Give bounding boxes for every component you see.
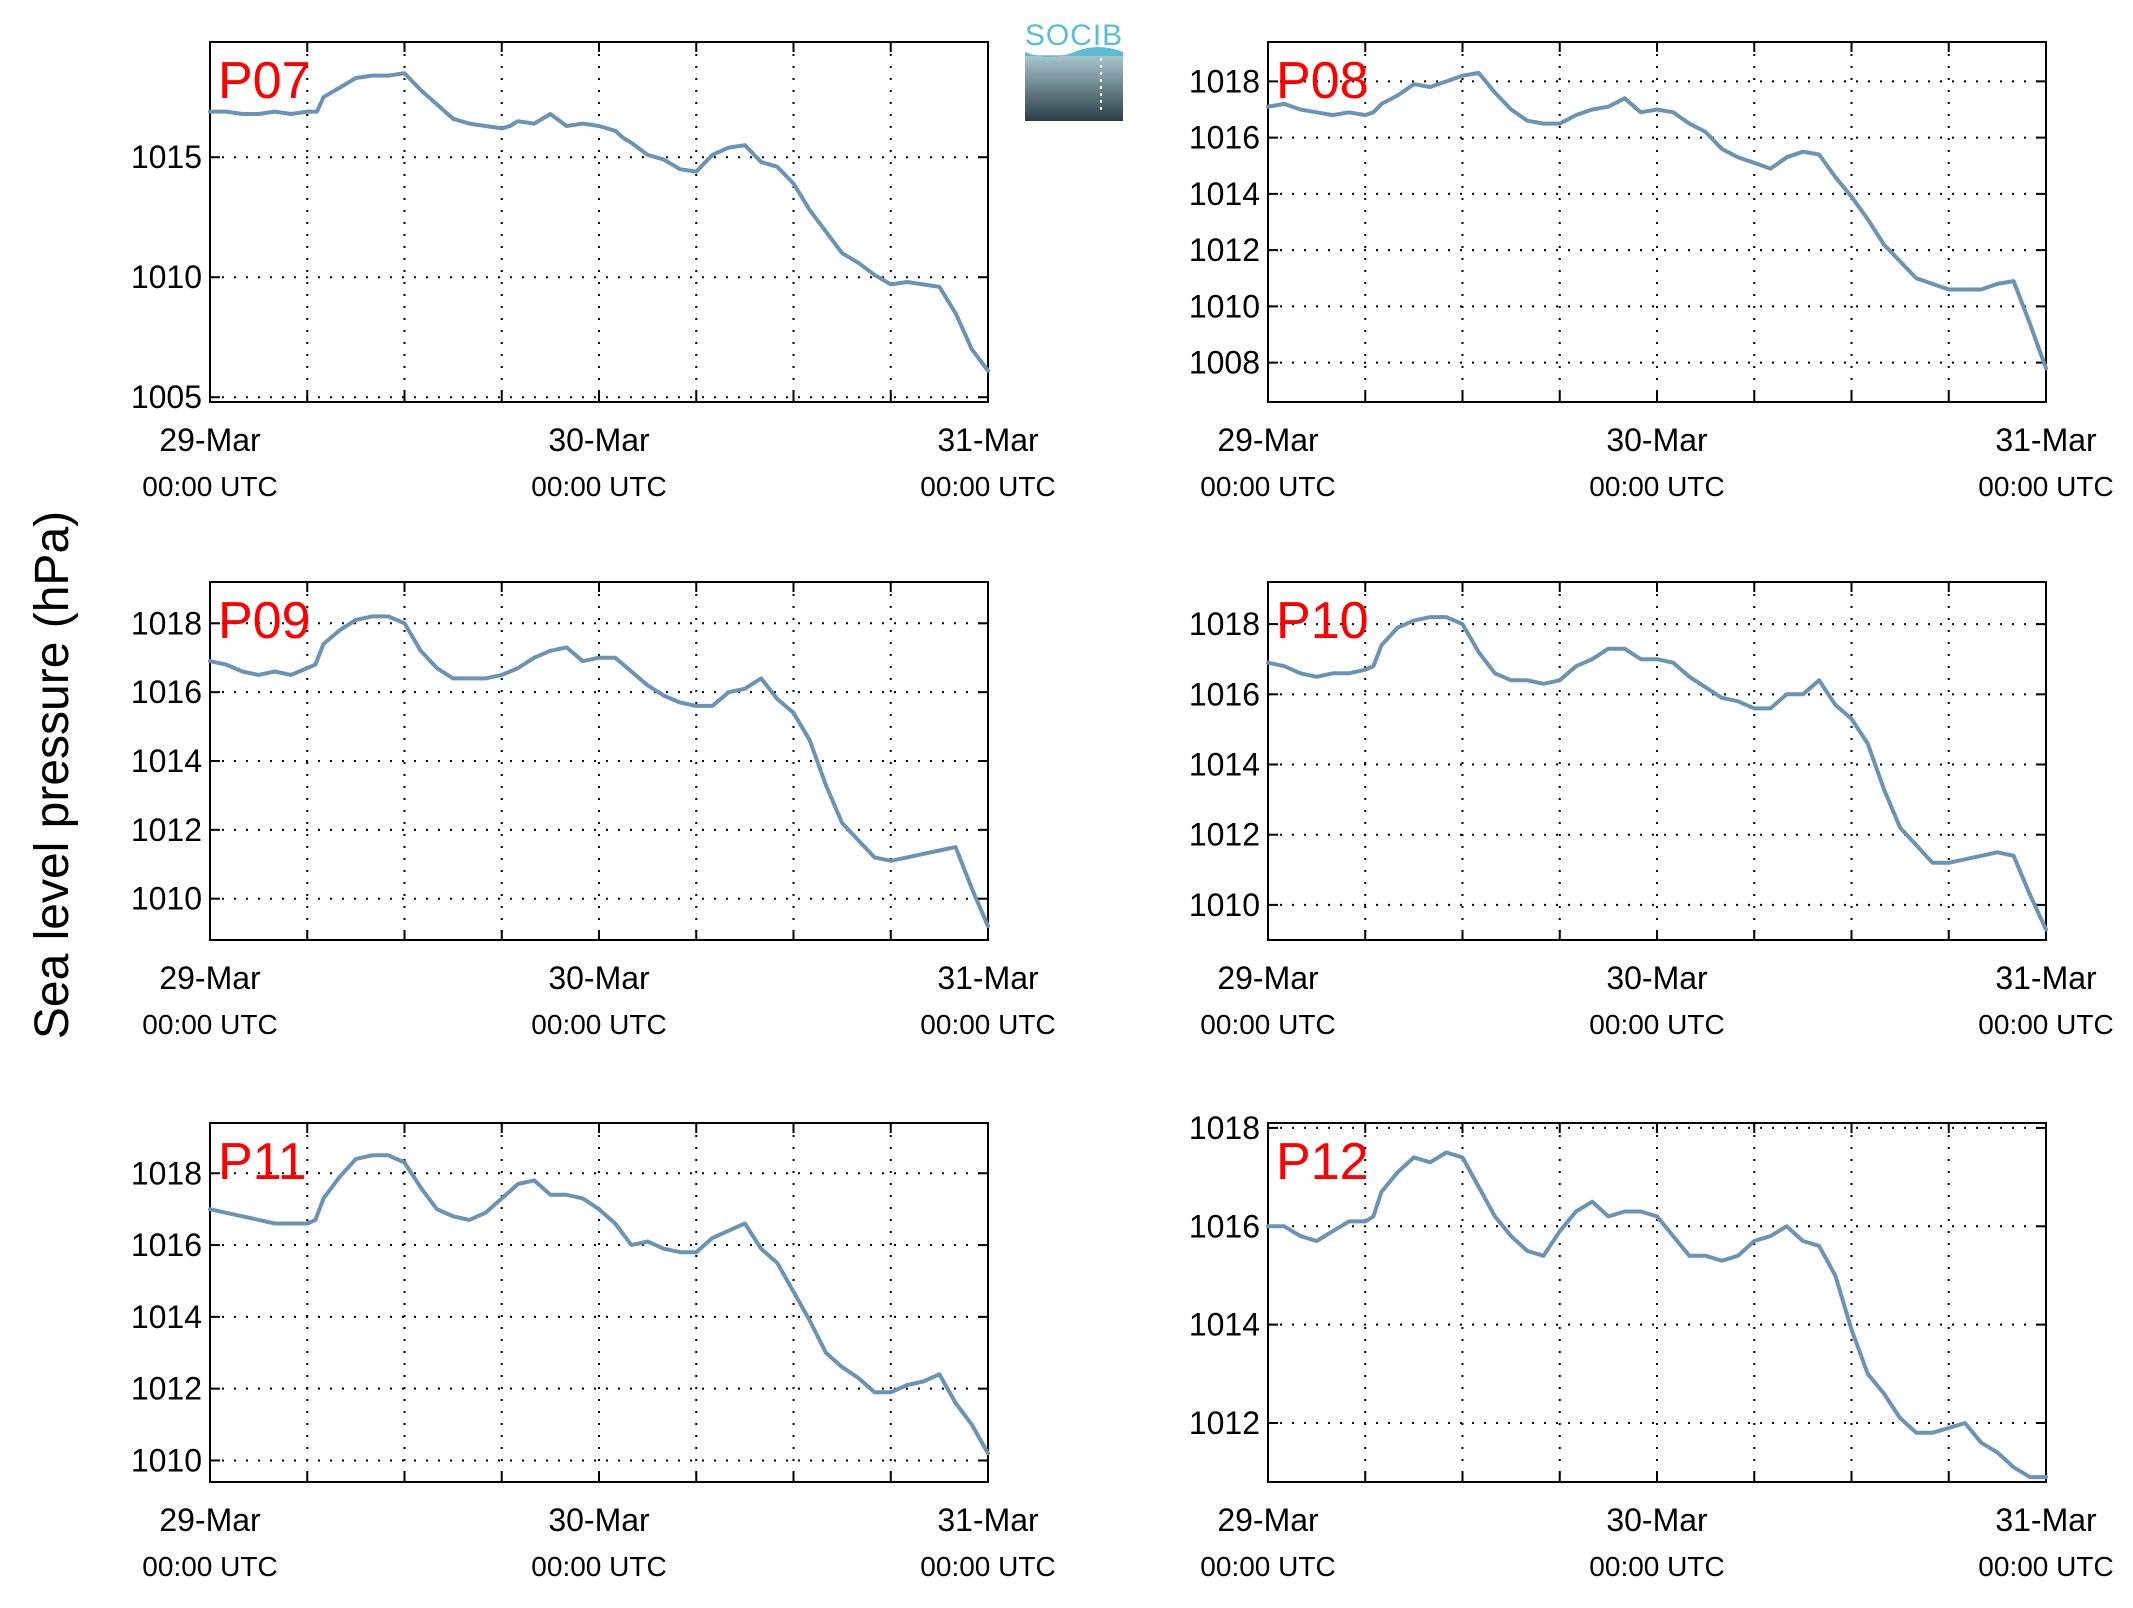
panel-p08: 1008 1010 1012 1014 1016 1018 29-Mar 00:00 UTC 3…	[1189, 41, 2114, 502]
socib-logo: SOCIB	[1025, 19, 1123, 121]
x-tick-label: 30-Mar	[548, 960, 650, 996]
x-tick-label: 31-Mar	[1995, 422, 2097, 458]
y-tick-label: 1014	[1189, 1307, 1260, 1343]
panel-p10: 1010 1012 1014 1016 1018 29-Mar 00:00 UTC 30-Ma…	[1189, 581, 2114, 1040]
x-tick-sublabel: 00:00 UTC	[1589, 1551, 1724, 1582]
panel-label: P08	[1276, 52, 1369, 110]
plot-frame	[209, 1122, 989, 1483]
x-tick-label: 31-Mar	[1995, 960, 2097, 996]
y-tick-label: 1010	[131, 1442, 202, 1478]
x-tick-label: 30-Mar	[1606, 422, 1708, 458]
x-tick-sublabel: 00:00 UTC	[531, 1551, 666, 1582]
panel-p07: 1005 1010 1015 29-Mar 00:00 UTC 30-Mar 00:00 U…	[131, 41, 1056, 502]
plot-frame	[1267, 1122, 2047, 1483]
x-tick-sublabel: 00:00 UTC	[1200, 1009, 1335, 1040]
y-tick-label: 1016	[131, 1227, 202, 1263]
x-tick-sublabel: 00:00 UTC	[920, 1009, 1055, 1040]
x-tick-label: 31-Mar	[937, 422, 1039, 458]
y-tick-label: 1018	[131, 605, 202, 641]
x-tick-sublabel: 00:00 UTC	[142, 1551, 277, 1582]
pressure-line-p10	[1266, 615, 2048, 932]
y-tick-label: 1005	[131, 379, 202, 415]
x-tick-sublabel: 00:00 UTC	[531, 1009, 666, 1040]
y-tick-label: 1010	[131, 259, 202, 295]
y-tick-label: 1015	[131, 139, 202, 175]
y-tick-label: 1018	[1189, 606, 1260, 642]
pressure-line-p11	[208, 1153, 990, 1456]
y-tick-label: 1010	[1189, 288, 1260, 324]
x-tick-sublabel: 00:00 UTC	[1978, 471, 2113, 502]
x-tick-sublabel: 00:00 UTC	[1978, 1009, 2113, 1040]
x-tick-label: 29-Mar	[1217, 422, 1319, 458]
y-tick-label: 1016	[1189, 1208, 1260, 1244]
y-tick-label: 1016	[1189, 120, 1260, 156]
pressure-line-p09	[208, 614, 990, 929]
x-tick-label: 29-Mar	[1217, 1502, 1319, 1538]
y-tick-label: 1018	[1189, 1110, 1260, 1146]
y-tick-label: 1010	[1189, 887, 1260, 923]
x-tick-label: 29-Mar	[159, 422, 261, 458]
y-tick-label: 1014	[131, 743, 202, 779]
x-tick-sublabel: 00:00 UTC	[1589, 471, 1724, 502]
x-tick-sublabel: 00:00 UTC	[1200, 1551, 1335, 1582]
x-tick-sublabel: 00:00 UTC	[142, 471, 277, 502]
x-tick-label: 30-Mar	[548, 1502, 650, 1538]
x-tick-sublabel: 00:00 UTC	[920, 1551, 1055, 1582]
x-tick-label: 29-Mar	[159, 1502, 261, 1538]
x-tick-sublabel: 00:00 UTC	[920, 471, 1055, 502]
y-tick-label: 1008	[1189, 345, 1260, 381]
panel-label: P10	[1276, 592, 1369, 650]
y-tick-label: 1016	[1189, 676, 1260, 712]
socib-logo-wave	[1025, 47, 1123, 57]
x-tick-label: 29-Mar	[1217, 960, 1319, 996]
x-tick-sublabel: 00:00 UTC	[531, 471, 666, 502]
pressure-line-p08	[1266, 70, 2048, 371]
panel-p12: 1012 1014 1016 1018 29-Mar 00:00 UTC 30-Mar 00:…	[1189, 1110, 2114, 1582]
y-tick-label: 1012	[131, 1371, 202, 1407]
pressure-line-p12	[1266, 1150, 2048, 1480]
x-tick-label: 29-Mar	[159, 960, 261, 996]
x-tick-label: 30-Mar	[1606, 1502, 1708, 1538]
x-tick-label: 31-Mar	[937, 960, 1039, 996]
panel-label: P12	[1276, 1133, 1369, 1191]
x-tick-sublabel: 00:00 UTC	[1978, 1551, 2113, 1582]
plot-frame	[209, 41, 989, 403]
panel-label: P11	[218, 1133, 307, 1191]
panel-label: P07	[218, 52, 311, 110]
panel-p09: 1010 1012 1014 1016 1018 29-Mar 00:00 UTC 30-Ma…	[131, 581, 1056, 1040]
y-tick-label: 1018	[131, 1155, 202, 1191]
socib-logo-text: SOCIB	[1025, 19, 1123, 52]
pressure-line-p07	[208, 71, 990, 373]
y-tick-label: 1014	[1189, 176, 1260, 212]
panel-p11: 1010 1012 1014 1016 1018 29-Mar 00:00 UTC 30-Ma…	[131, 1122, 1056, 1582]
plot-frame	[1267, 581, 2047, 941]
y-tick-label: 1014	[1189, 747, 1260, 783]
x-tick-label: 30-Mar	[1606, 960, 1708, 996]
y-tick-label: 1018	[1189, 63, 1260, 99]
x-tick-sublabel: 00:00 UTC	[1200, 471, 1335, 502]
x-tick-sublabel: 00:00 UTC	[142, 1009, 277, 1040]
plot-frame	[209, 581, 989, 941]
y-tick-label: 1012	[1189, 232, 1260, 268]
panel-label: P09	[218, 592, 311, 650]
socib-logo-block	[1025, 55, 1123, 121]
y-tick-label: 1012	[1189, 1405, 1260, 1441]
x-tick-label: 31-Mar	[1995, 1502, 2097, 1538]
y-tick-label: 1014	[131, 1299, 202, 1335]
y-tick-label: 1012	[131, 812, 202, 848]
x-tick-sublabel: 00:00 UTC	[1589, 1009, 1724, 1040]
x-tick-label: 30-Mar	[548, 422, 650, 458]
y-tick-label: 1016	[131, 674, 202, 710]
y-axis-label: Sea level pressure (hPa)	[26, 511, 79, 1039]
plot-frame	[1267, 41, 2047, 403]
y-tick-label: 1012	[1189, 817, 1260, 853]
y-tick-label: 1010	[131, 881, 202, 917]
x-tick-label: 31-Mar	[937, 1502, 1039, 1538]
